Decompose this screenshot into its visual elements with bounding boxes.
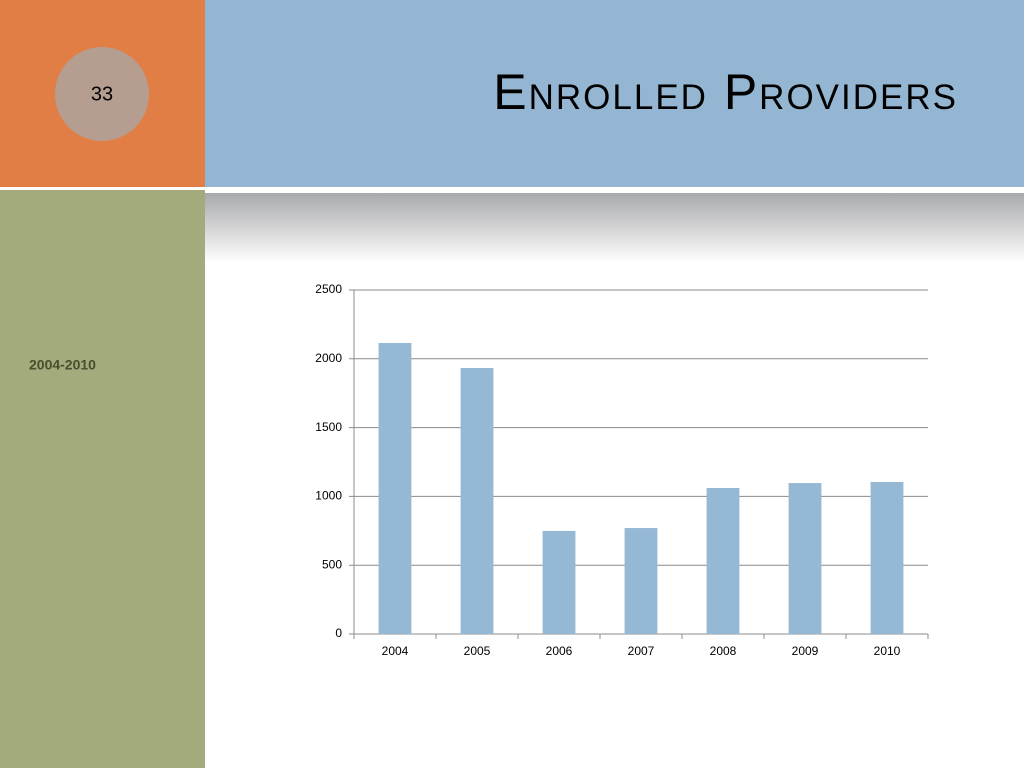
bar <box>870 481 904 634</box>
y-tick-label: 1500 <box>315 420 342 434</box>
y-tick-label: 500 <box>322 557 342 571</box>
shadow-band <box>205 193 1024 263</box>
x-tick-label: 2004 <box>382 644 409 658</box>
x-tick-label: 2007 <box>628 644 655 658</box>
bar <box>706 488 740 634</box>
y-tick-label: 2000 <box>315 351 342 365</box>
slide-number: 33 <box>91 83 113 105</box>
slide-subtitle: 2004-2010 <box>29 357 96 373</box>
y-tick-label: 2500 <box>315 282 342 296</box>
slide-number-badge <box>55 47 149 141</box>
header-panel <box>205 0 1024 187</box>
bar <box>460 368 494 634</box>
bar <box>542 530 576 634</box>
x-tick-label: 2005 <box>464 644 491 658</box>
x-tick-label: 2009 <box>792 644 819 658</box>
bar <box>788 483 822 634</box>
y-tick-label: 0 <box>335 626 342 640</box>
x-tick-label: 2006 <box>546 644 573 658</box>
y-tick-label: 1000 <box>315 489 342 503</box>
x-tick-label: 2010 <box>874 644 901 658</box>
side-panel <box>0 190 205 768</box>
slide-title: Enrolled Providers <box>493 64 958 120</box>
bar <box>378 342 412 634</box>
x-tick-label: 2008 <box>710 644 737 658</box>
bar <box>624 528 658 634</box>
